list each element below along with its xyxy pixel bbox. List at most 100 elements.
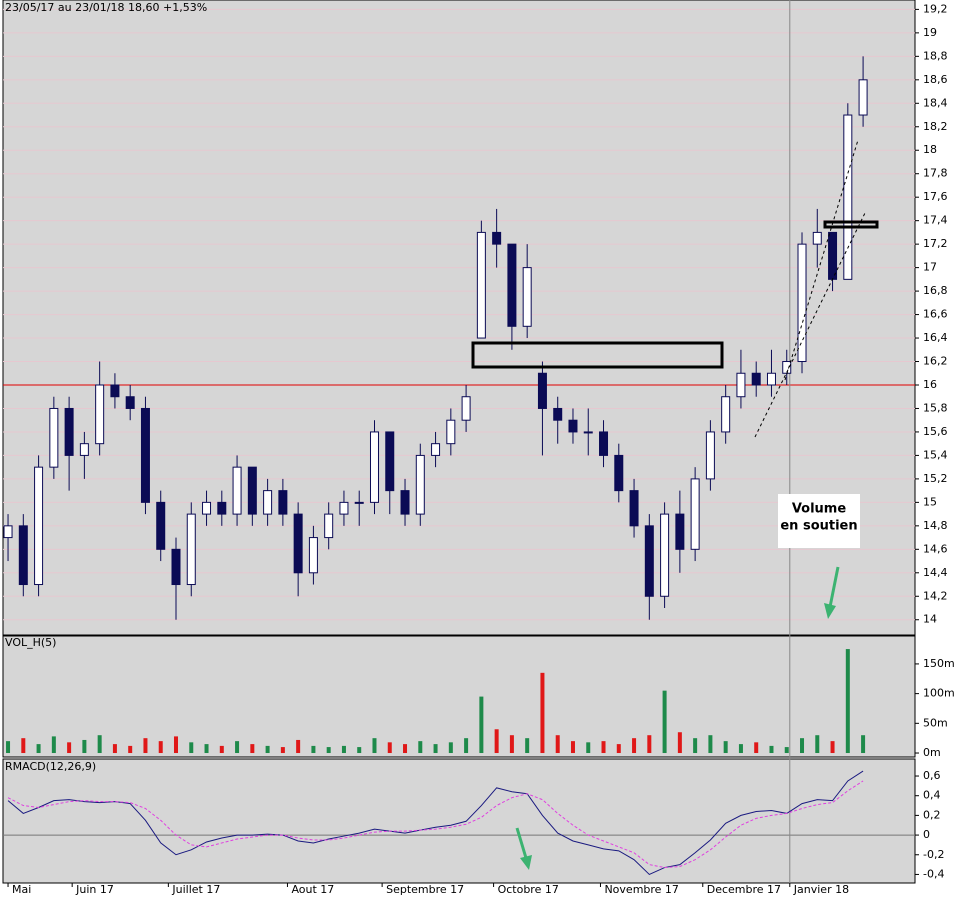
chart-title: 23/05/17 au 23/01/18 18,60 +1,53% xyxy=(5,1,207,14)
candle-body xyxy=(125,396,135,409)
candle-body xyxy=(476,231,486,339)
volume-bar xyxy=(158,741,163,754)
zone-rect xyxy=(471,341,724,369)
volume-bar xyxy=(326,747,331,754)
y-tick-label: 100m xyxy=(923,687,955,700)
volume-bar xyxy=(112,744,117,754)
volume-bar xyxy=(845,649,850,754)
y-tick-label: -0,4 xyxy=(923,867,944,880)
candle-body xyxy=(537,372,547,409)
candle-body xyxy=(721,396,731,433)
x-tick-label: Juin 17 xyxy=(75,883,114,896)
volume-bar xyxy=(341,745,346,754)
y-tick-label: 15,8 xyxy=(923,401,948,414)
candle-body xyxy=(522,267,532,327)
y-tick-label: 14,6 xyxy=(923,542,948,555)
candle-body xyxy=(751,372,761,386)
candle-body xyxy=(614,454,624,492)
volume-bar xyxy=(433,744,438,754)
candle-body xyxy=(369,431,379,503)
x-tick-label: Mai xyxy=(12,883,31,896)
y-tick-label: 0,6 xyxy=(923,769,941,782)
y-tick-label: 150m xyxy=(923,657,955,670)
y-tick-label: 18 xyxy=(923,143,937,156)
y-tick-label: 16,2 xyxy=(923,355,948,368)
volume-bar xyxy=(479,696,484,754)
x-tick-label: Juillet 17 xyxy=(171,883,220,896)
candle-body xyxy=(18,525,28,586)
y-tick-label: 50m xyxy=(923,716,948,729)
candle-body xyxy=(293,513,303,574)
y-tick-label: 15,2 xyxy=(923,472,948,485)
x-tick-label: Septembre 17 xyxy=(386,883,464,896)
y-tick-label: 18,4 xyxy=(923,96,948,109)
candle-body xyxy=(34,466,44,586)
volume-bar xyxy=(784,747,789,754)
volume-bar xyxy=(708,735,713,754)
volume-bar xyxy=(418,741,423,754)
y-tick-label: 19 xyxy=(923,26,937,39)
volume-bar xyxy=(723,741,728,754)
volume-bar xyxy=(296,739,301,754)
y-tick-label: 17,4 xyxy=(923,214,948,227)
y-tick-label: 0m xyxy=(923,746,941,759)
candle-body xyxy=(858,79,868,116)
volume-bar xyxy=(51,736,56,754)
volume-bar xyxy=(647,735,652,754)
volume-bar xyxy=(861,735,866,754)
candle-body xyxy=(156,501,166,550)
candle-body xyxy=(736,372,746,398)
y-tick-label: 18,6 xyxy=(923,73,948,86)
candle-body xyxy=(766,372,776,386)
volume-bar xyxy=(738,744,743,754)
plot-layer: 14 14,2 14,4 14,6 14,8 15 15,2 15,4 15,6 15,8 16 16… xyxy=(3,0,955,896)
y-tick-label: 17,8 xyxy=(923,167,948,180)
y-tick-label: 15,6 xyxy=(923,425,948,438)
candle-body xyxy=(599,431,609,456)
volume-bar xyxy=(677,732,682,754)
volume-bar xyxy=(616,744,621,754)
annotation: en soutien xyxy=(780,519,857,534)
candle-body xyxy=(202,501,212,515)
y-tick-label: 14,2 xyxy=(923,589,948,602)
volume-bar xyxy=(387,742,392,754)
y-tick-label: 18,8 xyxy=(923,49,948,62)
candle-body xyxy=(843,114,853,280)
candle-body xyxy=(583,431,593,434)
candle-body xyxy=(79,443,89,456)
volume-bar xyxy=(509,735,514,754)
volume-bar xyxy=(6,741,11,754)
x-tick-label: Octobre 17 xyxy=(498,883,559,896)
candle-body xyxy=(660,513,670,597)
candle-body xyxy=(339,501,349,515)
volume-bar xyxy=(586,742,591,754)
volume-bar xyxy=(97,735,102,754)
volume-bar xyxy=(570,741,575,754)
volume-bar xyxy=(67,742,72,754)
y-tick-label: -0,2 xyxy=(923,848,944,861)
candle-body xyxy=(415,454,425,515)
volume-bar xyxy=(525,738,530,754)
candle-body xyxy=(705,431,715,480)
volume-bar xyxy=(540,672,545,754)
volume-bar xyxy=(800,738,805,754)
volume-bar xyxy=(464,738,469,754)
candle-body xyxy=(247,466,257,515)
volume-bar xyxy=(173,736,178,754)
y-tick-label: 15,4 xyxy=(923,448,948,461)
candle-body xyxy=(308,537,318,574)
candle-body xyxy=(186,513,196,586)
volume-bar xyxy=(143,738,148,754)
x-tick-label: Aout 17 xyxy=(291,883,334,896)
candle-body xyxy=(446,419,456,445)
candle-body xyxy=(232,466,242,515)
candle-body xyxy=(3,525,13,539)
volume-bar xyxy=(219,745,224,754)
candle-body xyxy=(140,407,150,503)
y-tick-label: 0,2 xyxy=(923,808,941,821)
macd-line xyxy=(7,780,864,869)
candle-body xyxy=(644,525,654,597)
candle-body xyxy=(431,443,441,456)
